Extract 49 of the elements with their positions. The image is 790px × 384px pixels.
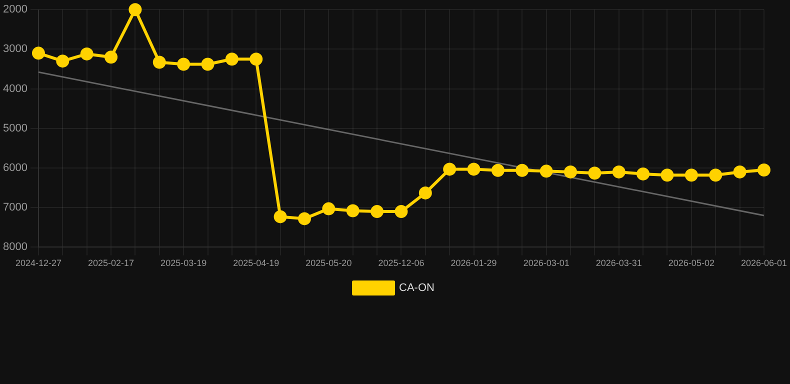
point: [250, 52, 263, 66]
point: [322, 202, 336, 216]
y-tick-label: 7000: [2, 202, 28, 214]
y-tick-label: 4000: [2, 82, 28, 95]
y-tick-label: 8000: [2, 241, 28, 254]
point: [298, 212, 311, 226]
point: [733, 165, 746, 178]
point: [152, 56, 166, 69]
point: [201, 58, 214, 71]
x-tick-label: 2024-12-27: [15, 258, 62, 268]
point: [370, 205, 384, 218]
point: [274, 210, 287, 224]
x-tick-label: 2025-03-19: [160, 258, 207, 268]
point: [660, 168, 674, 182]
x-tick-label: 2025-12-06: [378, 258, 424, 268]
y-tick-label: 2000: [2, 4, 28, 16]
x-tick-label: 2026-03-01: [523, 258, 570, 268]
point: [128, 3, 142, 16]
x-tick-label: 2026-01-29: [450, 258, 497, 268]
legend-label: CA-ON: [399, 282, 435, 294]
point: [709, 168, 722, 182]
point: [564, 165, 578, 178]
x-tick-label: 2025-04-19: [233, 258, 280, 268]
x-tick-label: 2026-06-01: [740, 258, 788, 268]
y-tick-label: 6000: [2, 162, 28, 174]
y-tick-label: 5000: [2, 122, 28, 134]
y-tick-label: 3000: [2, 43, 28, 56]
point: [56, 54, 70, 68]
point: [588, 166, 602, 180]
point: [225, 52, 238, 66]
point: [80, 47, 94, 60]
point: [612, 165, 626, 178]
point: [467, 162, 480, 176]
point: [684, 168, 698, 182]
point: [491, 164, 504, 177]
point: [418, 186, 432, 200]
point: [394, 205, 408, 218]
x-tick-label: 2026-03-31: [596, 258, 642, 268]
x-tick-label: 2025-05-20: [306, 258, 352, 268]
point: [177, 58, 190, 71]
point: [104, 50, 118, 64]
point: [757, 163, 770, 176]
point: [636, 167, 650, 180]
x-tick-label: 2026-05-02: [668, 258, 714, 268]
point: [540, 164, 553, 178]
x-tick-label: 2025-02-17: [88, 258, 134, 268]
point: [443, 162, 456, 176]
point: [516, 164, 529, 177]
point: [346, 204, 360, 218]
